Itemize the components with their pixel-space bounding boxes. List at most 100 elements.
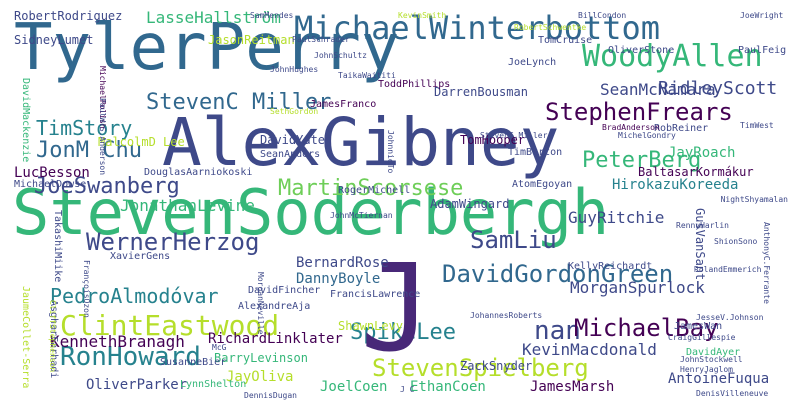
word: DarrenBousman [434, 85, 528, 99]
word: BernardRose [296, 255, 389, 271]
word: JoeSwanberg [34, 174, 180, 199]
word: RonHoward [60, 342, 201, 372]
word: AlexandreAja [238, 301, 311, 312]
word: TimWest [740, 121, 774, 130]
word: CliffStephenson [48, 300, 57, 373]
word: JoeLynch [508, 57, 557, 68]
word: BillCondon [578, 11, 627, 20]
word: AdamWingard [430, 197, 510, 211]
word: PeterBerg [582, 148, 702, 173]
word: XavierGens [110, 251, 171, 262]
word: RidleyScott [658, 78, 778, 99]
word: JohannesRoberts [470, 311, 543, 320]
word: RobReiner [654, 123, 709, 134]
word: LucBesson [14, 165, 90, 181]
word: RolandEmmerich [694, 265, 762, 274]
word: J [360, 240, 433, 379]
word: MichaelDowse [14, 179, 87, 190]
word: DavidYates [260, 133, 333, 147]
word: McG [212, 343, 227, 352]
word: WoodyAllen [582, 39, 763, 74]
word: AtomEgoyan [512, 179, 573, 190]
word: DavidAyer [686, 347, 741, 358]
word: WernerHerzog [86, 228, 260, 256]
word: NightShyamalan [720, 195, 788, 204]
word: BradAnderson [602, 123, 660, 132]
word: AnthonyC.Ferrante [762, 222, 771, 304]
word: JonM Chu [36, 138, 142, 163]
word: MichaelWinterbottom [294, 9, 661, 47]
word: JaumeCollet-Serra [20, 286, 31, 389]
word: RennyHarlin [676, 221, 729, 230]
word: HirokazuKoreeda [612, 177, 739, 193]
word: AlexGibney [162, 104, 560, 181]
word: StevenC Miller [146, 90, 332, 115]
word: JoelCoen [320, 379, 388, 395]
word: StevenSpielberg [372, 354, 589, 382]
word: FrancisLawrence [330, 289, 421, 300]
word: JasonReitman [208, 33, 295, 47]
word: HenryJaglom [680, 365, 733, 374]
word: StevenSoderbergh [12, 176, 610, 249]
word: SusanneBier [160, 357, 227, 368]
word: SidneyLumet [14, 33, 94, 47]
word: TylerPerry [14, 11, 400, 85]
word: TimStory [36, 116, 133, 140]
word: SamMendes [250, 11, 294, 20]
word: MartinScorsese [278, 176, 464, 201]
word: JayOliva [226, 369, 294, 385]
word: MichelGondry [618, 131, 676, 140]
word: PaulW.S.Anderson [98, 98, 107, 176]
word: PedroAlmodóvar [50, 284, 219, 308]
word: LynnShelton [180, 379, 247, 390]
word: OliverStone [608, 45, 675, 56]
word: BarryLevinson [214, 351, 308, 365]
word: JesseV.Johnson [696, 313, 764, 322]
word: SpikeLee [350, 320, 456, 345]
word: DenisVilleneuve [696, 389, 769, 398]
word: JonathanLevine [120, 196, 255, 215]
word: ToddPhillips [378, 79, 451, 90]
word: JamesFranco [310, 99, 377, 110]
word: CraigGillespie [668, 333, 736, 342]
word: GuyRitchie [568, 208, 665, 227]
word: FrançoisOzon [82, 260, 91, 318]
word: JamesMarsh [530, 379, 615, 395]
word: JayRoach [668, 145, 736, 161]
word: PaulSchrader [292, 35, 350, 44]
word: JamesWan [674, 321, 723, 332]
word: JohnStockwell [680, 355, 743, 364]
word: SethGordon [270, 107, 319, 116]
word: RogerMichell [338, 185, 411, 196]
word: SeanAnders [260, 149, 321, 160]
word: JohnHughes [270, 65, 319, 74]
word: TomHooper [460, 133, 526, 147]
word: TomCruise [538, 35, 593, 46]
word: ZackSnyder [460, 359, 533, 373]
word: SeanMcNamara [600, 80, 716, 99]
word: DannyBoyle [296, 271, 381, 287]
word: JohnMcTiernan [330, 211, 393, 220]
word: LasseHallström [146, 8, 281, 27]
word: DavidFincher [248, 285, 321, 296]
word: RobertSchwentke [514, 23, 587, 32]
word: StephenFrears [545, 98, 733, 126]
word: AntoineFuqua [668, 371, 770, 387]
word: MorganNeville [256, 272, 265, 335]
word: StevenC.Miller [480, 131, 548, 140]
word: PaulFeig [738, 45, 787, 56]
word: MalcolmD Lee [98, 135, 185, 149]
word: RobertRodriguez [14, 9, 123, 23]
word: KellyReichardt [568, 261, 653, 272]
word: MichaelBay [574, 314, 719, 342]
word: DavidGordonGreen [442, 260, 674, 288]
word: TakashiMiike [52, 210, 63, 283]
word: SamLiu [470, 226, 557, 254]
word: TaikaWaititi [338, 71, 396, 80]
word: ShionSono [714, 237, 758, 246]
word: JohnSchultz [314, 51, 367, 60]
word: OliverParker [86, 377, 188, 393]
word: JoeWright [740, 11, 784, 20]
word: RichardLinklater [208, 331, 343, 347]
